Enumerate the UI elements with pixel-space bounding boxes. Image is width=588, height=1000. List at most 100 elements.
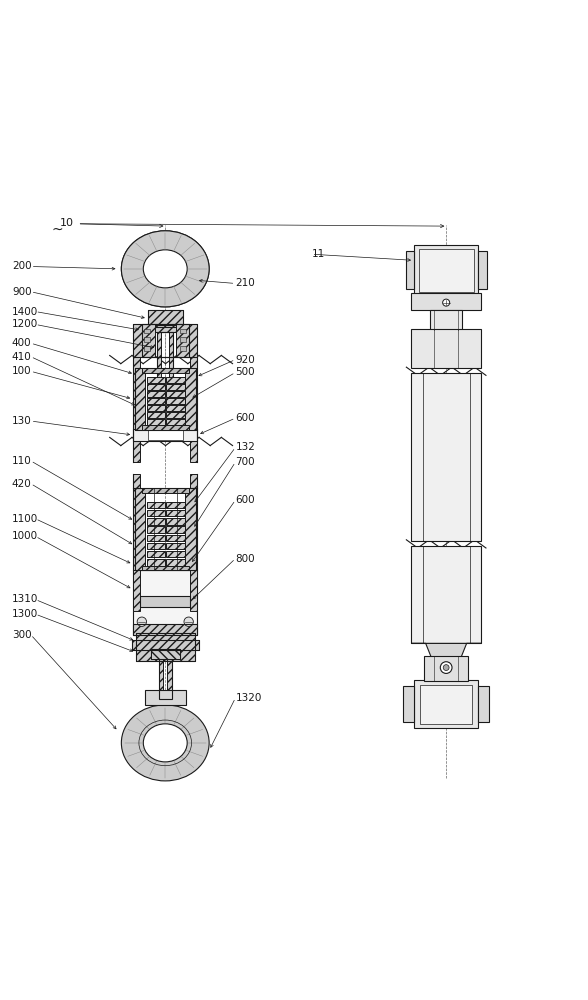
Bar — [146, 384, 165, 390]
Text: 410: 410 — [12, 352, 32, 362]
Bar — [166, 551, 185, 557]
Bar — [145, 690, 186, 705]
Bar — [146, 391, 165, 397]
Bar — [414, 245, 479, 295]
Bar — [411, 329, 481, 368]
Bar — [169, 332, 173, 386]
Bar — [133, 324, 198, 357]
Bar — [191, 570, 198, 611]
Text: 600: 600 — [235, 413, 255, 423]
Bar — [191, 474, 198, 570]
Bar — [146, 526, 165, 533]
Bar — [166, 502, 185, 508]
Bar — [166, 398, 185, 404]
Bar — [166, 412, 185, 418]
Bar — [146, 419, 165, 425]
Circle shape — [184, 617, 193, 626]
Bar — [411, 373, 481, 541]
Bar — [167, 659, 172, 699]
Bar — [146, 377, 165, 383]
Text: 100: 100 — [12, 366, 32, 376]
Bar — [166, 377, 185, 383]
Bar — [166, 391, 185, 397]
Bar — [479, 686, 489, 722]
Bar — [140, 596, 191, 607]
Bar — [142, 566, 189, 570]
Ellipse shape — [121, 705, 209, 781]
Bar — [144, 329, 150, 333]
Text: 700: 700 — [235, 457, 255, 467]
Bar — [157, 332, 161, 386]
Ellipse shape — [143, 724, 187, 762]
Bar — [403, 686, 414, 722]
Bar — [419, 249, 474, 292]
Bar — [142, 324, 155, 357]
Bar — [135, 368, 145, 430]
Bar — [146, 502, 165, 508]
Bar — [189, 324, 198, 357]
Bar — [146, 510, 165, 516]
Bar — [145, 325, 186, 332]
Bar — [430, 310, 462, 330]
Text: 600: 600 — [235, 495, 255, 505]
Bar — [181, 346, 186, 351]
Bar — [133, 570, 140, 611]
Bar — [414, 680, 479, 728]
Bar — [166, 526, 185, 533]
Text: 800: 800 — [235, 554, 255, 564]
Bar — [411, 293, 481, 310]
Bar — [406, 251, 414, 289]
Bar — [166, 559, 185, 566]
Bar — [132, 640, 199, 650]
Text: 1200: 1200 — [12, 319, 38, 329]
Bar — [146, 405, 165, 411]
Bar — [146, 535, 165, 541]
Bar — [146, 551, 165, 557]
Bar — [133, 624, 198, 635]
Text: 10: 10 — [60, 218, 74, 228]
Bar — [420, 685, 473, 724]
Bar — [148, 310, 183, 327]
Bar — [135, 488, 145, 570]
Bar — [148, 430, 183, 440]
Bar — [185, 488, 196, 570]
Bar — [142, 368, 189, 373]
Bar — [144, 346, 150, 351]
Bar — [146, 543, 165, 549]
Bar — [133, 624, 198, 635]
Polygon shape — [411, 643, 481, 658]
Text: 210: 210 — [235, 278, 255, 288]
Bar — [133, 570, 198, 635]
Text: 1320: 1320 — [235, 693, 262, 703]
Ellipse shape — [121, 231, 209, 307]
Bar — [146, 518, 165, 525]
Bar — [166, 518, 185, 525]
Bar — [136, 633, 195, 661]
Bar — [424, 656, 468, 681]
Text: 900: 900 — [12, 287, 32, 297]
Bar — [144, 337, 150, 342]
Bar — [479, 251, 486, 289]
Bar — [185, 368, 196, 430]
Text: 130: 130 — [12, 416, 32, 426]
Text: 132: 132 — [235, 442, 255, 452]
Ellipse shape — [143, 250, 187, 288]
Text: 11: 11 — [312, 249, 325, 259]
Bar — [148, 310, 183, 327]
Text: 920: 920 — [235, 355, 255, 365]
Bar — [166, 535, 185, 541]
Bar — [142, 488, 189, 493]
Bar — [146, 412, 165, 418]
Bar — [145, 325, 186, 332]
Bar — [146, 398, 165, 404]
Bar — [132, 640, 199, 650]
Bar — [159, 659, 172, 699]
Text: 1300: 1300 — [12, 609, 38, 619]
Bar — [133, 324, 142, 357]
Bar — [133, 474, 140, 570]
Text: 500: 500 — [235, 367, 255, 377]
Text: 1400: 1400 — [12, 307, 38, 317]
Circle shape — [443, 299, 450, 306]
Circle shape — [443, 665, 449, 671]
Bar — [157, 332, 173, 386]
